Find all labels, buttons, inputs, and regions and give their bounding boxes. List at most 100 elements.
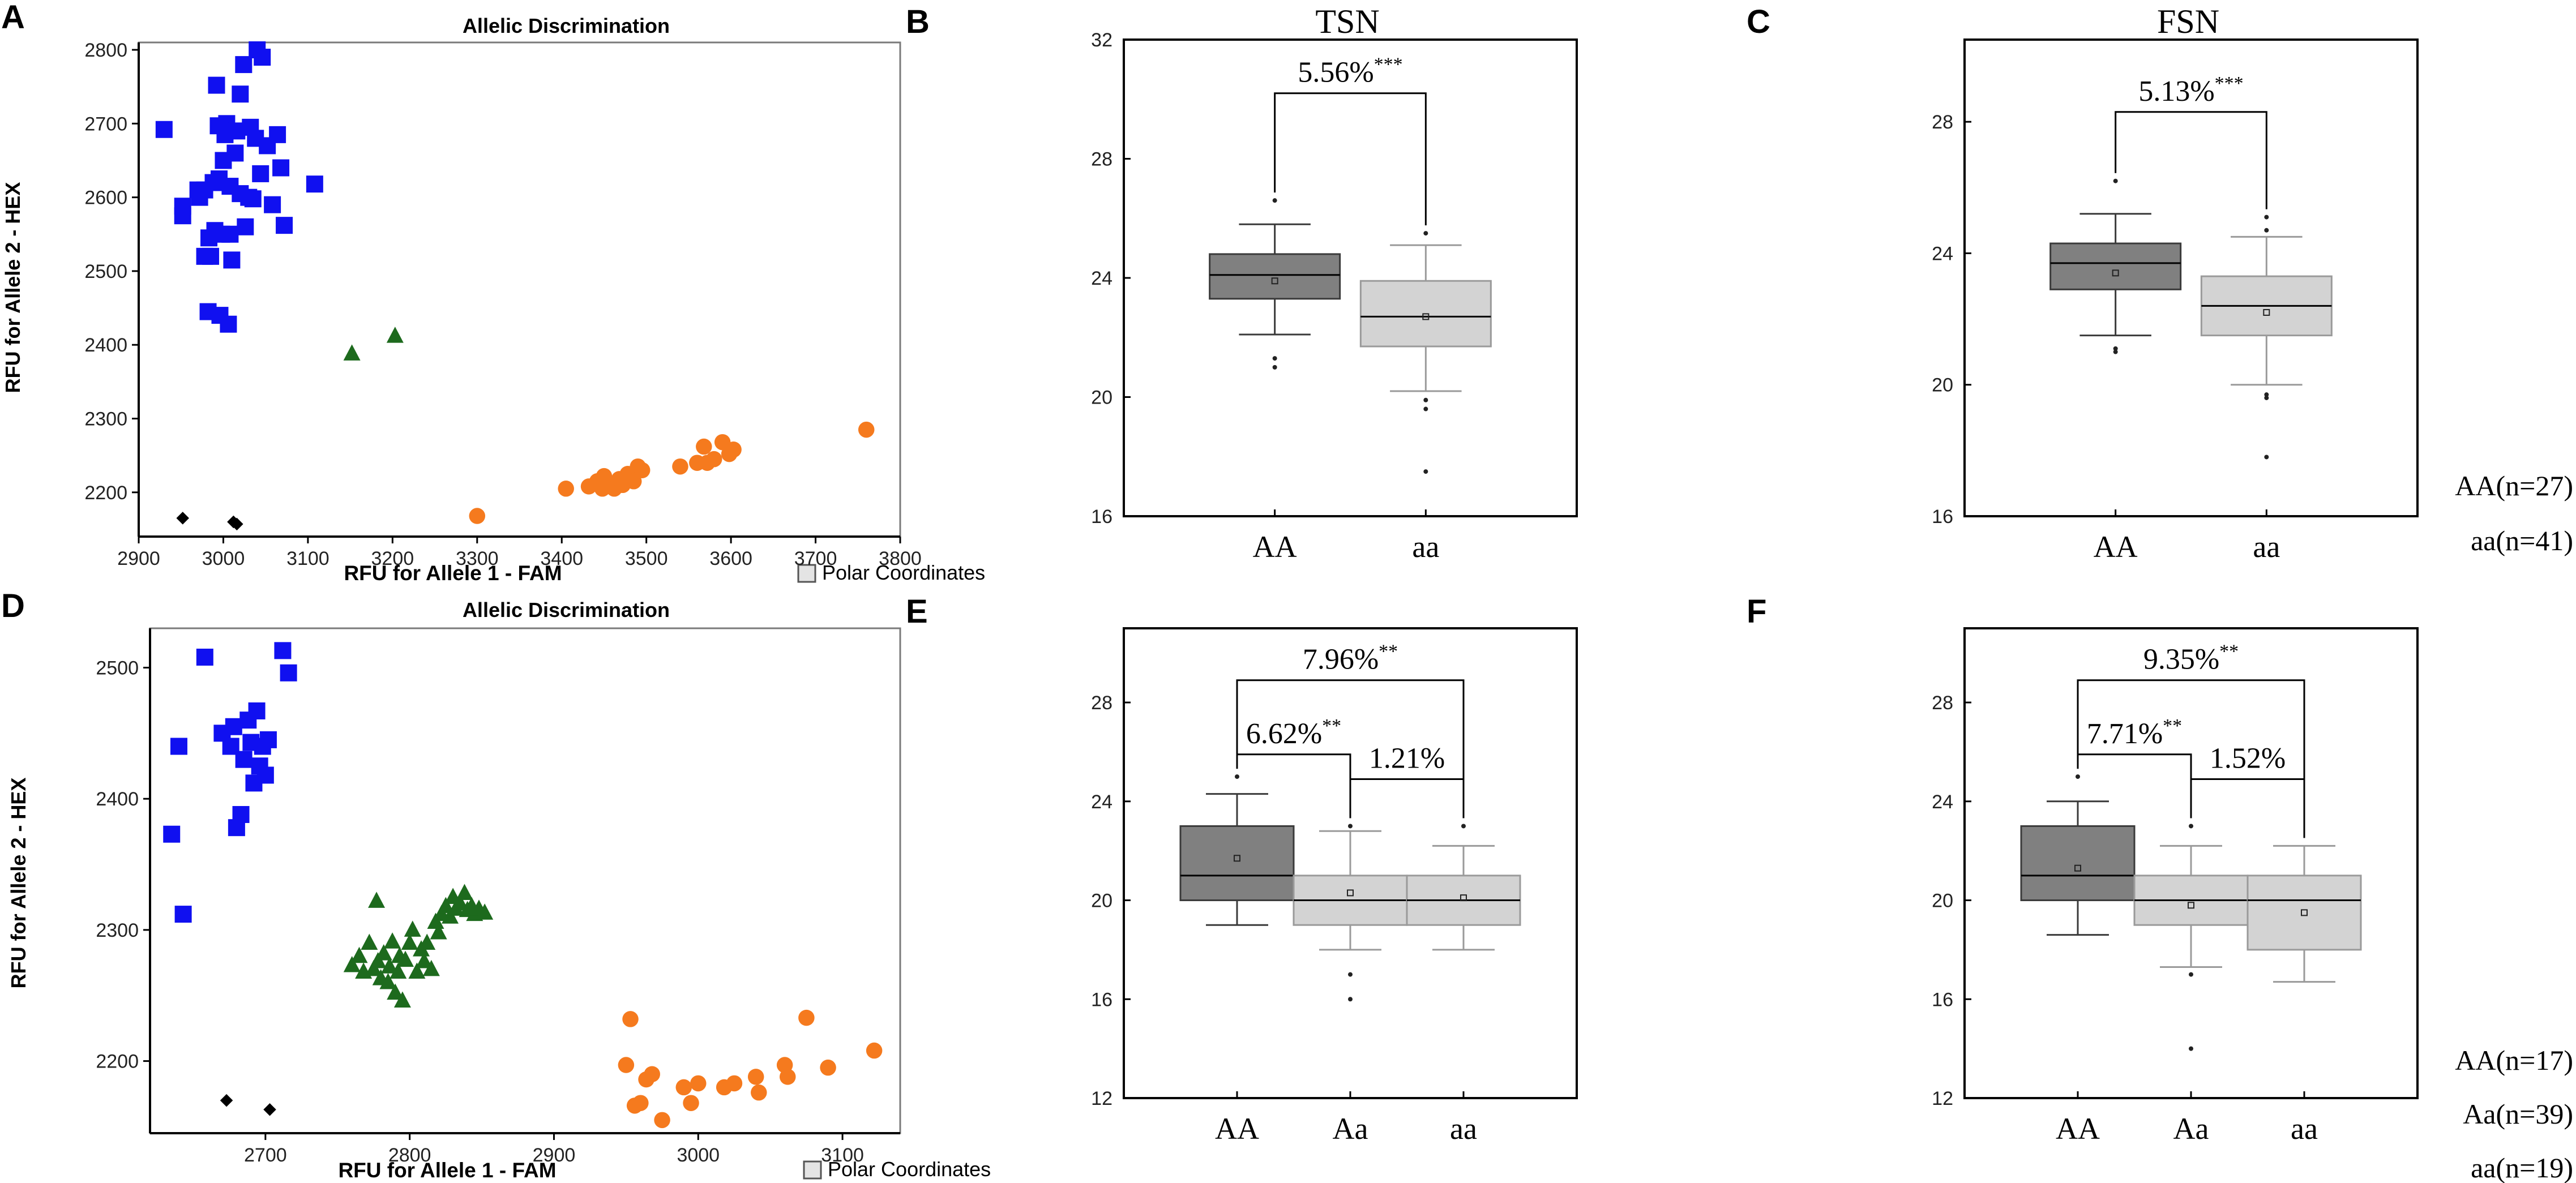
mean-marker <box>2188 902 2194 909</box>
mean-marker <box>2263 308 2270 316</box>
data-point <box>220 315 237 333</box>
data-point <box>223 251 241 269</box>
y-tick-label: 28 <box>1932 692 1953 714</box>
data-point <box>170 738 187 755</box>
y-tick-label: 24 <box>1932 243 1953 264</box>
legend-bottom-aa-upper: AA(n=17) <box>2455 1044 2573 1076</box>
data-point <box>634 462 651 478</box>
outlier-point <box>1423 469 1428 474</box>
box-aa <box>2200 215 2333 460</box>
data-point <box>418 933 436 950</box>
data-point <box>622 1011 639 1027</box>
box-aa <box>2020 774 2136 936</box>
comparison-label: 1.52% <box>2210 742 2286 774</box>
data-point <box>747 1069 764 1085</box>
data-point <box>220 1094 233 1107</box>
percent-value: 6.62% <box>1246 718 1322 750</box>
legend-top-aa-lower: aa(n=41) <box>2471 525 2573 556</box>
comparison-bracket: 6.62%** <box>1236 715 1351 818</box>
x-tick-label: 3700 <box>794 548 837 569</box>
y-tick-label: 2300 <box>84 409 127 430</box>
data-point <box>379 973 397 989</box>
x-tick-label: 3200 <box>371 548 414 569</box>
data-point <box>232 85 249 103</box>
x-tick-label: 2700 <box>244 1145 287 1166</box>
data-point <box>272 159 290 177</box>
data-point <box>644 1066 660 1082</box>
bracket-line <box>1349 778 1465 818</box>
x-tick-label: 3000 <box>677 1145 720 1166</box>
data-point <box>221 225 239 243</box>
bracket-line <box>2077 679 2305 838</box>
data-point <box>866 1042 883 1059</box>
iqr-box <box>2049 242 2182 290</box>
y-tick-label: 24 <box>1091 791 1112 813</box>
y-tick-label: 32 <box>1091 29 1112 51</box>
data-point <box>705 451 722 468</box>
y-tick-label: 2600 <box>84 187 127 209</box>
polar-coordinates-checkbox-d[interactable] <box>803 1160 822 1180</box>
x-tick-label: 3500 <box>625 548 668 569</box>
data-point <box>798 1009 815 1026</box>
box-aa <box>1179 774 1295 926</box>
x-tick-label: aa <box>1450 1112 1477 1146</box>
data-point <box>237 218 254 235</box>
y-tick-label: 2500 <box>84 261 127 282</box>
data-point <box>393 991 411 1008</box>
data-point <box>384 932 401 949</box>
comparison-bracket: 7.96%** <box>1236 641 1465 818</box>
x-tick-label: AA <box>2094 530 2138 564</box>
panel-letter-e: E <box>906 593 928 630</box>
data-point <box>264 196 281 213</box>
panel-letter-a: A <box>1 0 25 36</box>
iqr-box <box>1179 825 1295 902</box>
data-point <box>683 1095 699 1111</box>
outlier-point <box>1272 356 1277 361</box>
percent-value: 7.71% <box>2087 718 2163 750</box>
comparison-bracket: 1.52% <box>2190 742 2305 838</box>
outlier-point <box>1423 397 1428 402</box>
comparison-bracket: 1.21% <box>1349 742 1465 818</box>
data-point <box>672 458 688 475</box>
data-point <box>208 76 225 94</box>
x-tick-label: 3100 <box>821 1145 864 1166</box>
data-point <box>196 648 213 666</box>
percent-value: 1.52% <box>2210 742 2286 774</box>
polar-coordinates-checkbox-a[interactable] <box>797 564 816 583</box>
significance-stars: ** <box>2219 641 2239 662</box>
panel-d-ylabel: RFU for Allele 2 - HEX <box>7 778 30 989</box>
x-tick-label: 3000 <box>202 548 245 569</box>
significance-stars: ** <box>1322 715 1341 736</box>
mean-marker <box>1347 889 1354 897</box>
y-tick-label: 20 <box>1932 375 1953 396</box>
y-tick-label: 2800 <box>84 40 127 61</box>
data-point <box>306 175 323 193</box>
outlier-point <box>2113 178 2118 183</box>
y-tick-label: 12 <box>1932 1088 1953 1109</box>
bracket-line <box>2190 778 2305 838</box>
data-point <box>263 1103 276 1116</box>
comparison-bracket: 5.13%*** <box>2115 73 2267 209</box>
legend-bottom-aa-lower: aa(n=19) <box>2471 1152 2573 1183</box>
box-aa <box>2133 824 2249 1051</box>
y-tick-label: 2300 <box>96 920 139 941</box>
y-tick-label: 16 <box>1932 506 1953 528</box>
data-point <box>751 1084 767 1101</box>
x-tick-label: aa <box>1412 530 1439 564</box>
data-point <box>380 957 398 974</box>
y-tick-label: 20 <box>1091 890 1112 912</box>
data-point <box>235 56 253 74</box>
y-tick-label: 2700 <box>84 113 127 135</box>
data-point <box>248 702 266 719</box>
y-tick-label: 28 <box>1091 692 1112 714</box>
x-tick-label: AA <box>1215 1112 1259 1146</box>
series-heterozygous <box>343 884 494 1008</box>
panel-d-title: Allelic Discrimination <box>463 598 670 621</box>
bracket-line <box>1236 753 1351 818</box>
series-heterozygous <box>343 327 404 361</box>
data-point <box>174 207 191 225</box>
comparison-label: 6.62%** <box>1246 715 1341 750</box>
data-point <box>343 344 361 361</box>
outlier-point <box>2264 455 2269 460</box>
box-aa <box>1293 824 1408 1002</box>
